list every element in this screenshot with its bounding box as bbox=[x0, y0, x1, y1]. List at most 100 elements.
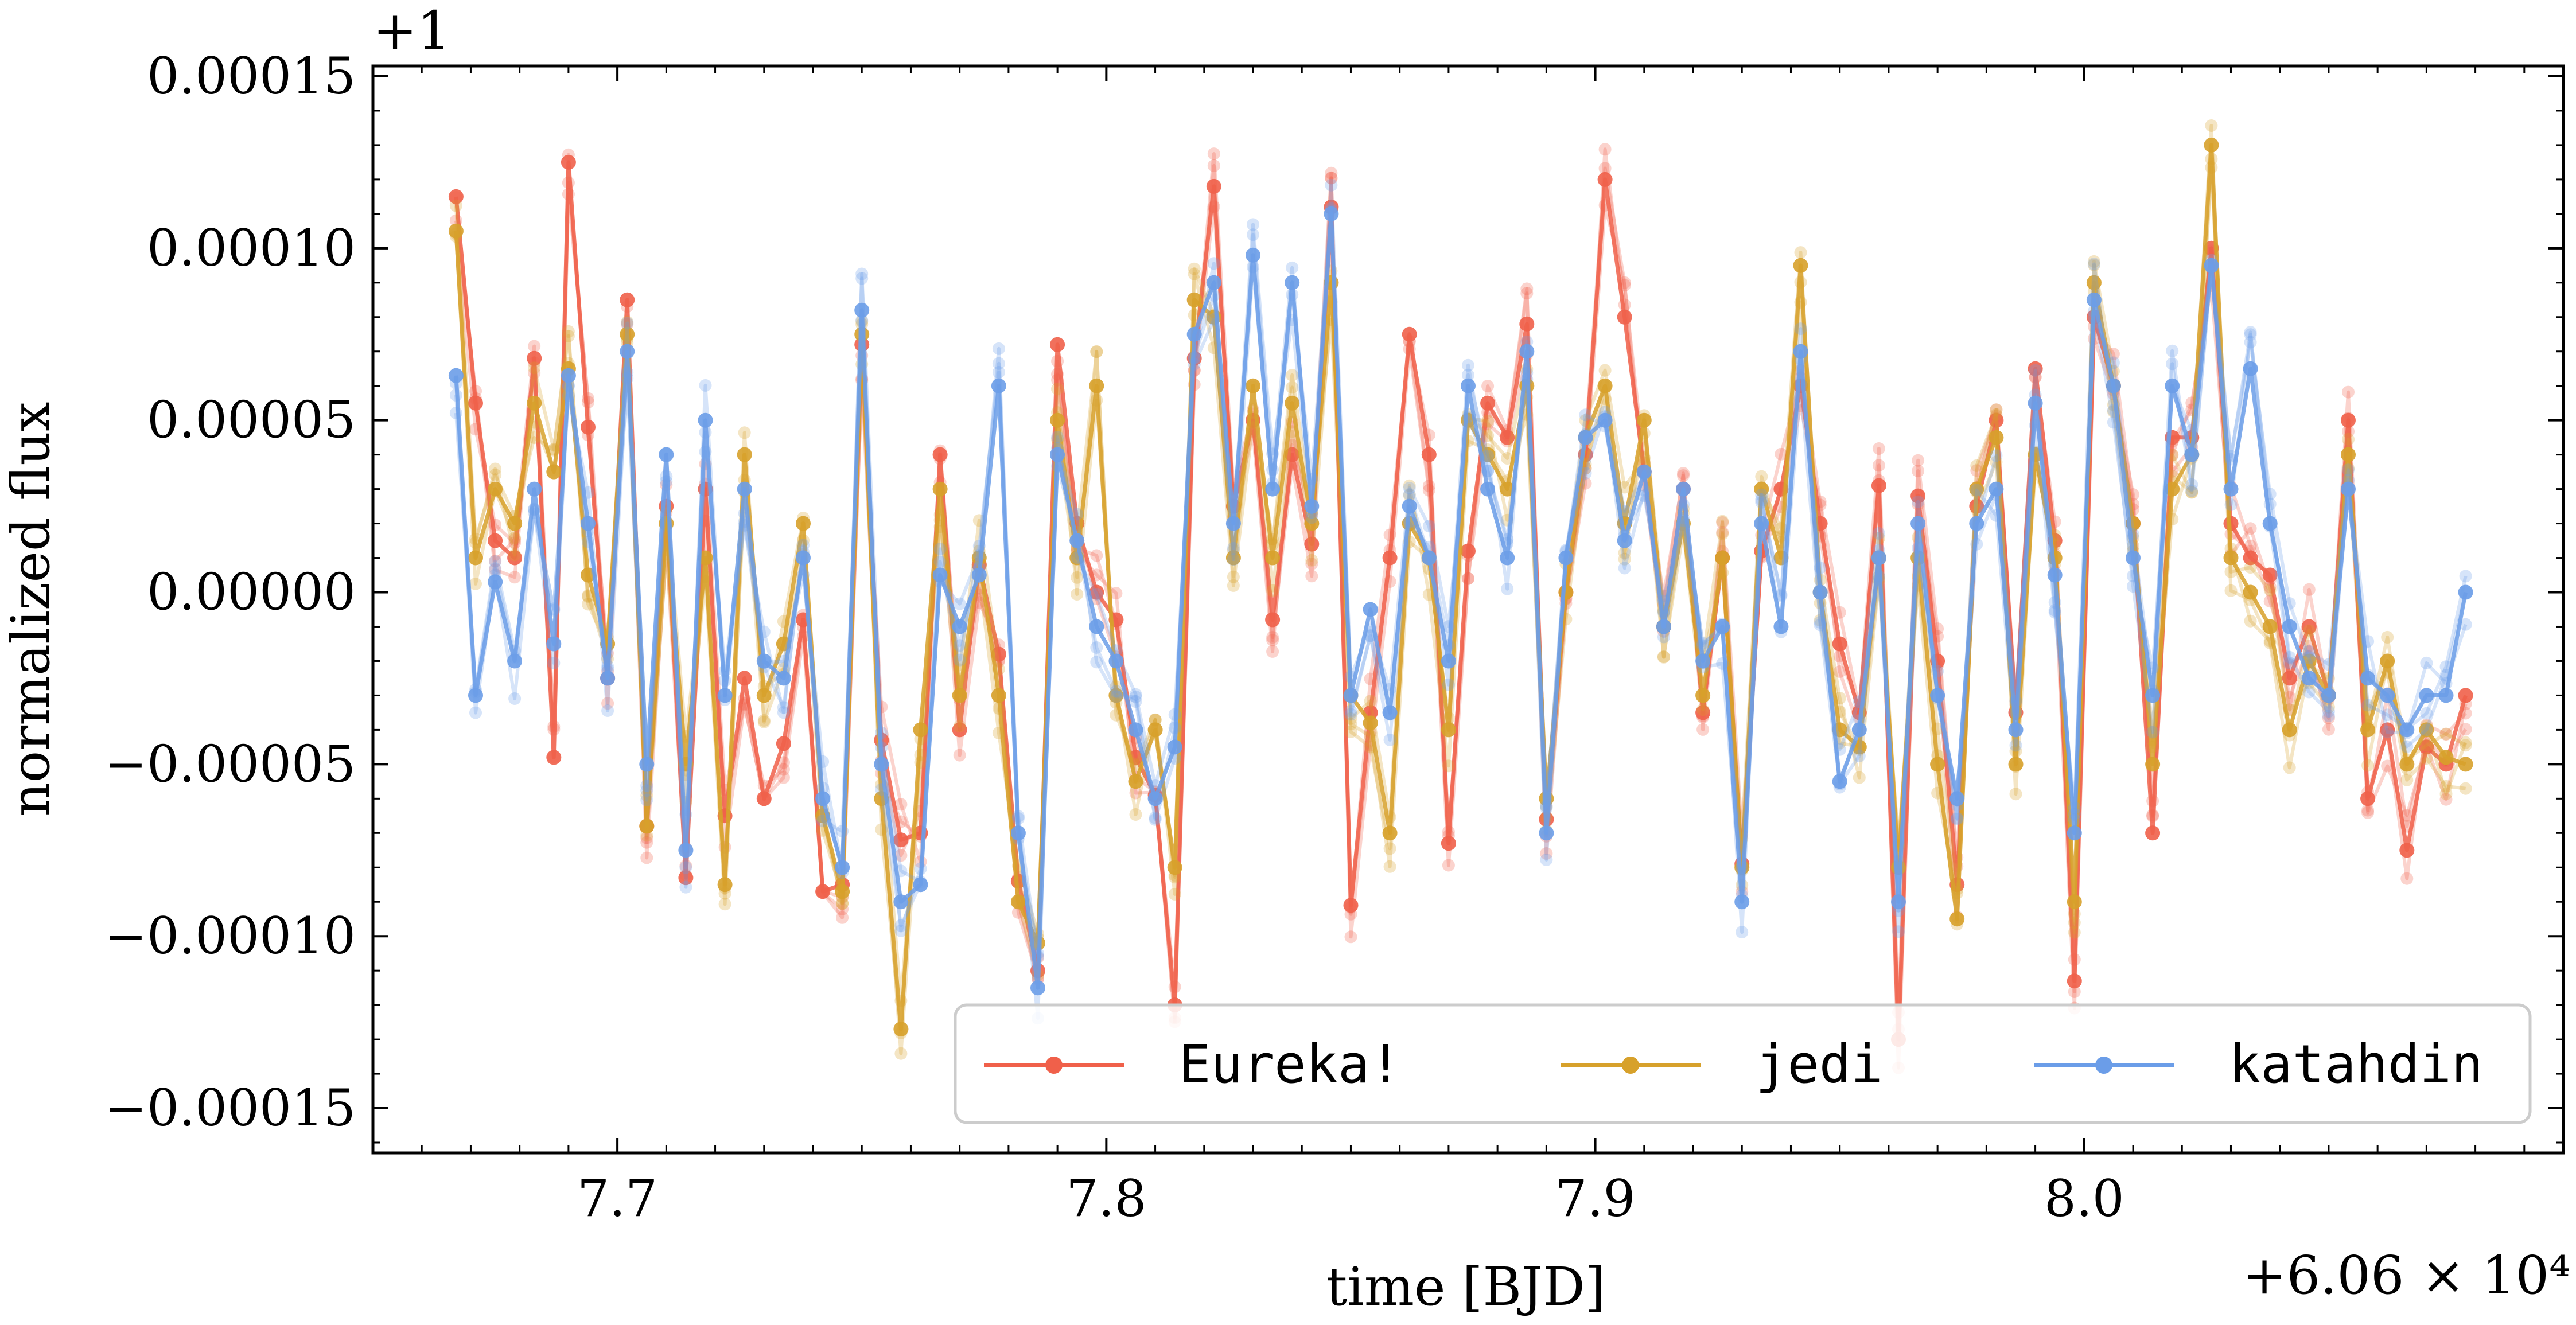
data-point bbox=[737, 481, 752, 497]
ghost-point bbox=[777, 771, 790, 784]
ghost-point bbox=[777, 763, 790, 776]
data-point bbox=[932, 447, 948, 462]
data-point bbox=[1617, 309, 1632, 325]
ghost-point bbox=[2459, 736, 2472, 749]
ghost-point bbox=[1853, 771, 1866, 784]
ghost-point bbox=[489, 563, 502, 576]
data-point bbox=[1382, 705, 1398, 720]
data-point bbox=[507, 516, 523, 531]
ghost-point bbox=[640, 836, 653, 849]
ghost-point bbox=[1344, 718, 1357, 731]
ghost-point bbox=[1481, 429, 1495, 442]
data-point bbox=[1285, 447, 1300, 462]
ghost-point bbox=[1325, 172, 1338, 185]
ghost-point bbox=[953, 719, 966, 732]
ghost-point bbox=[2420, 707, 2433, 720]
data-point bbox=[1010, 894, 1026, 910]
ghost-point bbox=[2205, 119, 2218, 132]
ghost-point bbox=[1071, 571, 1084, 584]
ghost-point bbox=[1481, 415, 1495, 428]
data-point bbox=[2419, 722, 2434, 738]
ghost-point bbox=[894, 919, 908, 932]
ghost-point bbox=[2068, 926, 2081, 939]
ghost-point bbox=[1325, 178, 1338, 192]
data-point bbox=[1030, 980, 1045, 996]
data-point bbox=[1989, 430, 2004, 445]
data-point bbox=[1128, 722, 1143, 738]
data-point bbox=[717, 688, 733, 703]
ghost-point bbox=[894, 849, 908, 862]
data-point bbox=[448, 223, 464, 239]
data-point bbox=[1695, 705, 1711, 720]
x-tick-label: 8.0 bbox=[2044, 1169, 2124, 1228]
ghost-point bbox=[2244, 336, 2257, 349]
data-point bbox=[2438, 688, 2454, 703]
data-point bbox=[546, 636, 562, 652]
data-point bbox=[1597, 412, 1613, 428]
data-point bbox=[1695, 653, 1711, 669]
data-point bbox=[2262, 516, 2278, 531]
data-point bbox=[815, 791, 831, 806]
ghost-point bbox=[2283, 761, 2296, 774]
ghost-point bbox=[1344, 726, 1357, 738]
ghost-point bbox=[2185, 478, 2198, 491]
series-line bbox=[454, 143, 2466, 1031]
data-point bbox=[776, 671, 791, 686]
data-point bbox=[1949, 911, 1965, 927]
ghost-point bbox=[2361, 804, 2375, 817]
data-point bbox=[913, 877, 928, 893]
data-point bbox=[1793, 258, 1808, 273]
data-point bbox=[1500, 550, 1515, 566]
ghost-point bbox=[1422, 520, 1435, 533]
ghost-point bbox=[1149, 713, 1162, 726]
ghost-point bbox=[777, 756, 790, 769]
data-point bbox=[2243, 361, 2258, 376]
ghost-point bbox=[894, 1047, 908, 1060]
legend-marker bbox=[2095, 1057, 2112, 1074]
data-point bbox=[1891, 894, 1906, 910]
ghost-point bbox=[1990, 408, 2003, 421]
ghost-point bbox=[1481, 380, 1495, 393]
data-point bbox=[971, 567, 987, 583]
data-point bbox=[2458, 584, 2473, 600]
data-point bbox=[2028, 361, 2043, 376]
ghost-point bbox=[2322, 705, 2335, 718]
ghost-point bbox=[2146, 726, 2159, 739]
ghost-point bbox=[1618, 552, 1631, 566]
data-point bbox=[1500, 430, 1515, 445]
data-point bbox=[546, 464, 562, 480]
data-point bbox=[2145, 825, 2161, 841]
data-point bbox=[796, 550, 811, 566]
data-point bbox=[1089, 584, 1104, 600]
ghost-point bbox=[1227, 542, 1240, 555]
ghost-point bbox=[640, 784, 653, 797]
ghost-point bbox=[953, 653, 966, 667]
ghost-point bbox=[992, 366, 1005, 379]
ghost-point bbox=[1501, 452, 1514, 465]
ghost-point bbox=[1696, 703, 1710, 716]
data-point bbox=[1246, 378, 1260, 393]
ghost-point bbox=[1462, 368, 1474, 381]
data-point bbox=[1480, 395, 1496, 411]
data-point bbox=[1871, 478, 1886, 493]
data-point bbox=[1754, 481, 1769, 497]
data-point bbox=[1930, 757, 1945, 772]
data-point bbox=[1500, 481, 1515, 497]
data-point bbox=[1108, 653, 1124, 669]
data-point bbox=[1421, 447, 1437, 462]
ghost-point bbox=[2361, 806, 2375, 819]
ghost-point bbox=[2420, 752, 2433, 765]
data-point bbox=[1558, 550, 1574, 566]
ghost-point bbox=[449, 199, 462, 212]
ghost-point bbox=[1364, 695, 1377, 708]
ghost-point bbox=[2244, 326, 2257, 339]
ghost-point bbox=[2283, 656, 2296, 669]
data-point bbox=[2067, 894, 2082, 910]
data-point bbox=[448, 368, 464, 383]
ghost-point bbox=[2224, 498, 2238, 511]
data-point bbox=[2262, 619, 2278, 634]
ghost-point bbox=[1716, 527, 1729, 540]
ghost-point bbox=[1207, 159, 1220, 172]
ghost-point bbox=[1403, 488, 1416, 501]
